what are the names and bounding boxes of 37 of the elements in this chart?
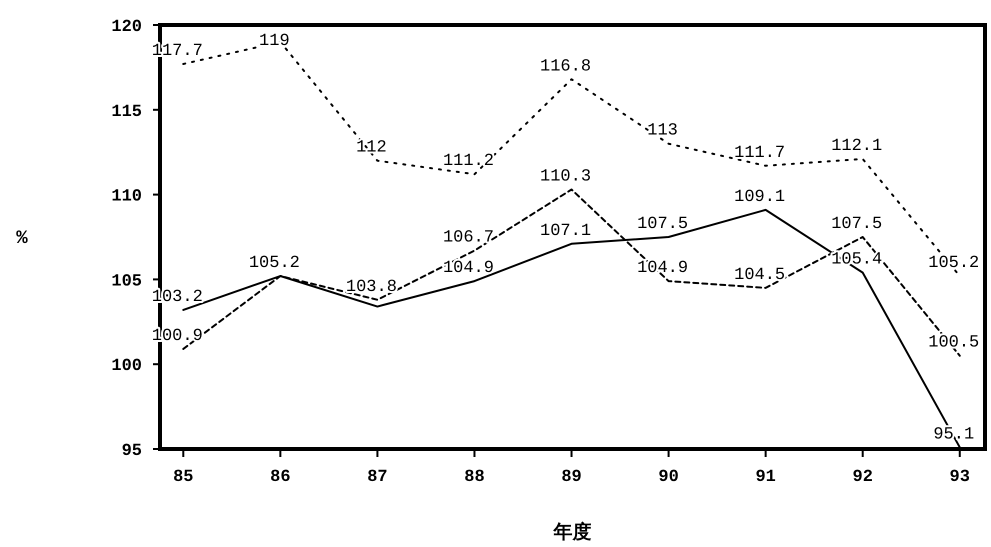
data-label: 110.3 — [540, 168, 592, 187]
data-label: 116.8 — [540, 57, 592, 76]
data-label: 106.7 — [442, 228, 494, 248]
x-tick-label: 92 — [852, 468, 873, 487]
data-label: 113 — [647, 122, 678, 141]
data-label: 107.5 — [637, 215, 688, 234]
y-tick-label: 100 — [111, 357, 142, 376]
y-axis-title: % — [16, 227, 28, 249]
x-tick-label: 90 — [658, 468, 679, 487]
x-tick-label: 87 — [367, 468, 388, 487]
data-label: 103.8 — [346, 278, 397, 297]
x-tick-label: 89 — [561, 468, 582, 487]
data-label: 111.7 — [734, 144, 786, 163]
data-label: 105.2 — [928, 254, 980, 274]
data-label: 107.1 — [540, 222, 592, 241]
data-label: 104.9 — [637, 259, 688, 278]
y-tick-label: 105 — [111, 272, 142, 292]
data-label: 119 — [259, 32, 290, 51]
x-tick-label: 93 — [950, 468, 970, 487]
data-label: 107.5 — [831, 215, 882, 234]
y-tick-label: 115 — [111, 102, 142, 122]
data-label: 104.5 — [734, 266, 786, 285]
x-tick-label: 85 — [173, 468, 194, 487]
data-label: 105.2 — [248, 254, 300, 274]
y-tick-label: 95 — [122, 442, 142, 461]
data-label: 109.1 — [734, 188, 786, 207]
y-tick-label: 110 — [111, 188, 142, 207]
data-label: 112.1 — [831, 136, 882, 156]
data-label: 112 — [356, 138, 387, 158]
data-label: 111.2 — [442, 152, 494, 172]
x-tick-label: 91 — [755, 468, 776, 487]
x-tick-label: 88 — [464, 468, 485, 487]
data-label: 100.5 — [928, 334, 980, 353]
y-tick-label: 120 — [111, 18, 142, 37]
data-label: 104.9 — [442, 259, 494, 278]
x-axis-title: 年度 — [552, 521, 592, 544]
x-tick-label: 86 — [270, 468, 291, 487]
